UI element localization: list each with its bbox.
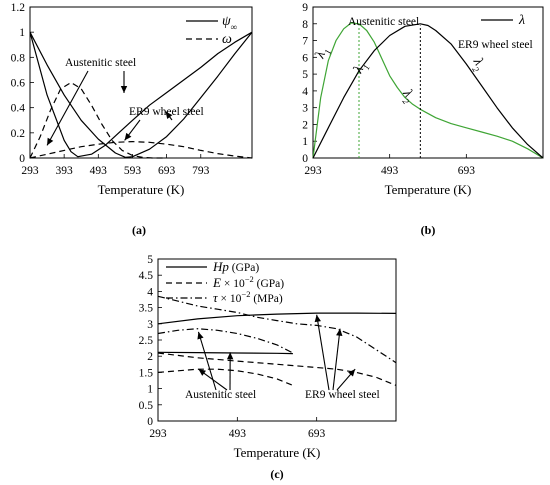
- curve-label-lambda-2: λ2: [467, 55, 489, 74]
- legend-lambda-label: λ: [518, 13, 525, 28]
- legend-text: (GPa): [229, 262, 260, 274]
- panel-a-ytick-label: 0.8: [11, 52, 26, 64]
- panel-c-series-line: [158, 352, 293, 353]
- panel-a-xtick-label: 593: [124, 165, 142, 177]
- panel-a-series-line: [30, 83, 163, 159]
- panel-b-frame: [313, 7, 543, 158]
- panel-b-ytick-label: 6: [302, 52, 308, 64]
- legend-symbol: Hp: [212, 259, 229, 274]
- arrow-austenitic-c-2-head: [198, 369, 206, 376]
- panel-b-x-axis-label: Temperature (K): [385, 182, 472, 197]
- panel-a-frame: [30, 7, 252, 158]
- legend-text-end: (GPa): [254, 278, 285, 290]
- panel-a-x-axis-label: Temperature (K): [98, 182, 185, 197]
- legend-psi-label-subscript: ∞: [231, 22, 237, 32]
- panel-c-series-line: [158, 313, 396, 324]
- panel-a-ytick-label: 0.6: [11, 78, 26, 90]
- legend-tau-label: τ × 10−2 (MPa): [213, 289, 283, 305]
- panel-c-ytick-label: 2: [147, 351, 153, 363]
- panel-c-panel-label: (c): [270, 467, 283, 481]
- panel-c-xtick-label: 493: [229, 428, 247, 440]
- legend-lambda-label-symbol: λ: [518, 13, 525, 28]
- curve-label-lambda-1: λ1: [351, 60, 372, 78]
- panel-b-ytick-label: 2: [302, 119, 308, 131]
- arrow-er9-c-1-shaft: [317, 315, 329, 390]
- panel-b-ytick-label: 0: [302, 153, 308, 165]
- panel-c-ytick-label: 2.5: [139, 335, 154, 347]
- label-austenitic-steel: Austenitic steel: [348, 16, 419, 28]
- panel-b-ytick-label: 1: [302, 136, 308, 148]
- panel-c-xtick-label: 693: [308, 428, 326, 440]
- panel-c-ytick-label: 3: [147, 319, 153, 331]
- legend-omega-label: ω: [222, 32, 232, 47]
- panel-a-ytick-label: 1.2: [11, 2, 26, 14]
- panel-a-series-line: [30, 142, 252, 158]
- panel-b-xtick-label: 493: [381, 165, 399, 177]
- panel-c-ytick-label: 3.5: [139, 303, 154, 315]
- panel-b-ytick-label: 5: [302, 69, 308, 81]
- panel-a-xtick-label: 393: [56, 165, 74, 177]
- legend-text: × 10: [218, 293, 242, 305]
- panel-a-panel-label: (a): [132, 223, 146, 237]
- legend-e-label: E × 10−2 (GPa): [212, 274, 284, 290]
- arrow-er9-c-1-head: [315, 315, 321, 322]
- arrow-austenitic-2-head: [121, 86, 127, 93]
- panel-c-xtick-label: 293: [149, 428, 167, 440]
- legend-psi-label-symbol: ψ: [222, 14, 231, 29]
- panel-c-ytick-label: 0.5: [139, 400, 154, 412]
- panel-b-ytick-label: 7: [302, 36, 308, 48]
- panel-a-ytick-label: 1: [19, 27, 25, 39]
- arrow-er9-1-head: [125, 133, 132, 141]
- legend-psi-label: ψ∞: [222, 14, 237, 32]
- panel-a-xtick-label: 793: [192, 165, 210, 177]
- panel-b-ytick-label: 4: [302, 86, 308, 98]
- panel-c-x-axis-label: Temperature (K): [234, 445, 321, 460]
- curve-label-lambda-2: λ2: [396, 86, 418, 106]
- panel-b-ytick-label: 8: [302, 19, 308, 31]
- panel-a-ytick-label: 0: [19, 153, 25, 165]
- panel-c-series-line: [158, 329, 293, 353]
- panel-a-xtick-label: 493: [90, 165, 108, 177]
- annotation-er9-wheel-steel-c: ER9 wheel steel: [305, 389, 380, 401]
- panel-c-ytick-label: 5: [147, 254, 153, 266]
- panel-a-xtick-label: 693: [158, 165, 176, 177]
- arrow-er9-c-2-shaft: [333, 329, 340, 390]
- panel-a-ytick-label: 0.4: [11, 103, 26, 115]
- panel-c-series-line: [158, 369, 293, 385]
- legend-text-end: (MPa): [250, 293, 282, 305]
- panel-c-ytick-label: 4.5: [139, 270, 154, 282]
- panel-b-ytick-label: 3: [302, 103, 308, 115]
- panel-c-ytick-label: 1.5: [139, 367, 154, 379]
- label-er9-wheel-steel: ER9 wheel steel: [458, 39, 533, 51]
- panel-b-ytick-label: 9: [302, 2, 308, 14]
- legend-hp-label: Hp (GPa): [212, 259, 259, 274]
- arrow-austenitic-1-shaft: [47, 71, 88, 145]
- panel-b-panel-label: (b): [421, 223, 436, 237]
- annotation-austenitic-steel: Austenitic steel: [65, 57, 136, 69]
- panel-a-ytick-label: 0.2: [11, 128, 26, 140]
- arrow-austenitic-c-1-head: [197, 332, 203, 340]
- legend-omega-label-symbol: ω: [222, 32, 232, 47]
- legend-symbol: E: [212, 275, 221, 290]
- panel-a-xtick-label: 293: [21, 165, 39, 177]
- panel-b-xtick-label: 293: [304, 165, 322, 177]
- curve-label-lambda-1: λ1: [312, 45, 333, 62]
- legend-superscript: −2: [245, 274, 254, 284]
- panel-c-ytick-label: 0: [147, 416, 153, 428]
- annotation-austenitic-steel-c: Austenitic steel: [185, 389, 256, 401]
- panel-c-ytick-label: 4: [147, 286, 153, 298]
- arrow-austenitic-c-1-shaft: [198, 332, 216, 390]
- panel-c-ytick-label: 1: [147, 384, 153, 396]
- panel-b-xtick-label: 693: [458, 165, 476, 177]
- legend-superscript: −2: [241, 289, 250, 299]
